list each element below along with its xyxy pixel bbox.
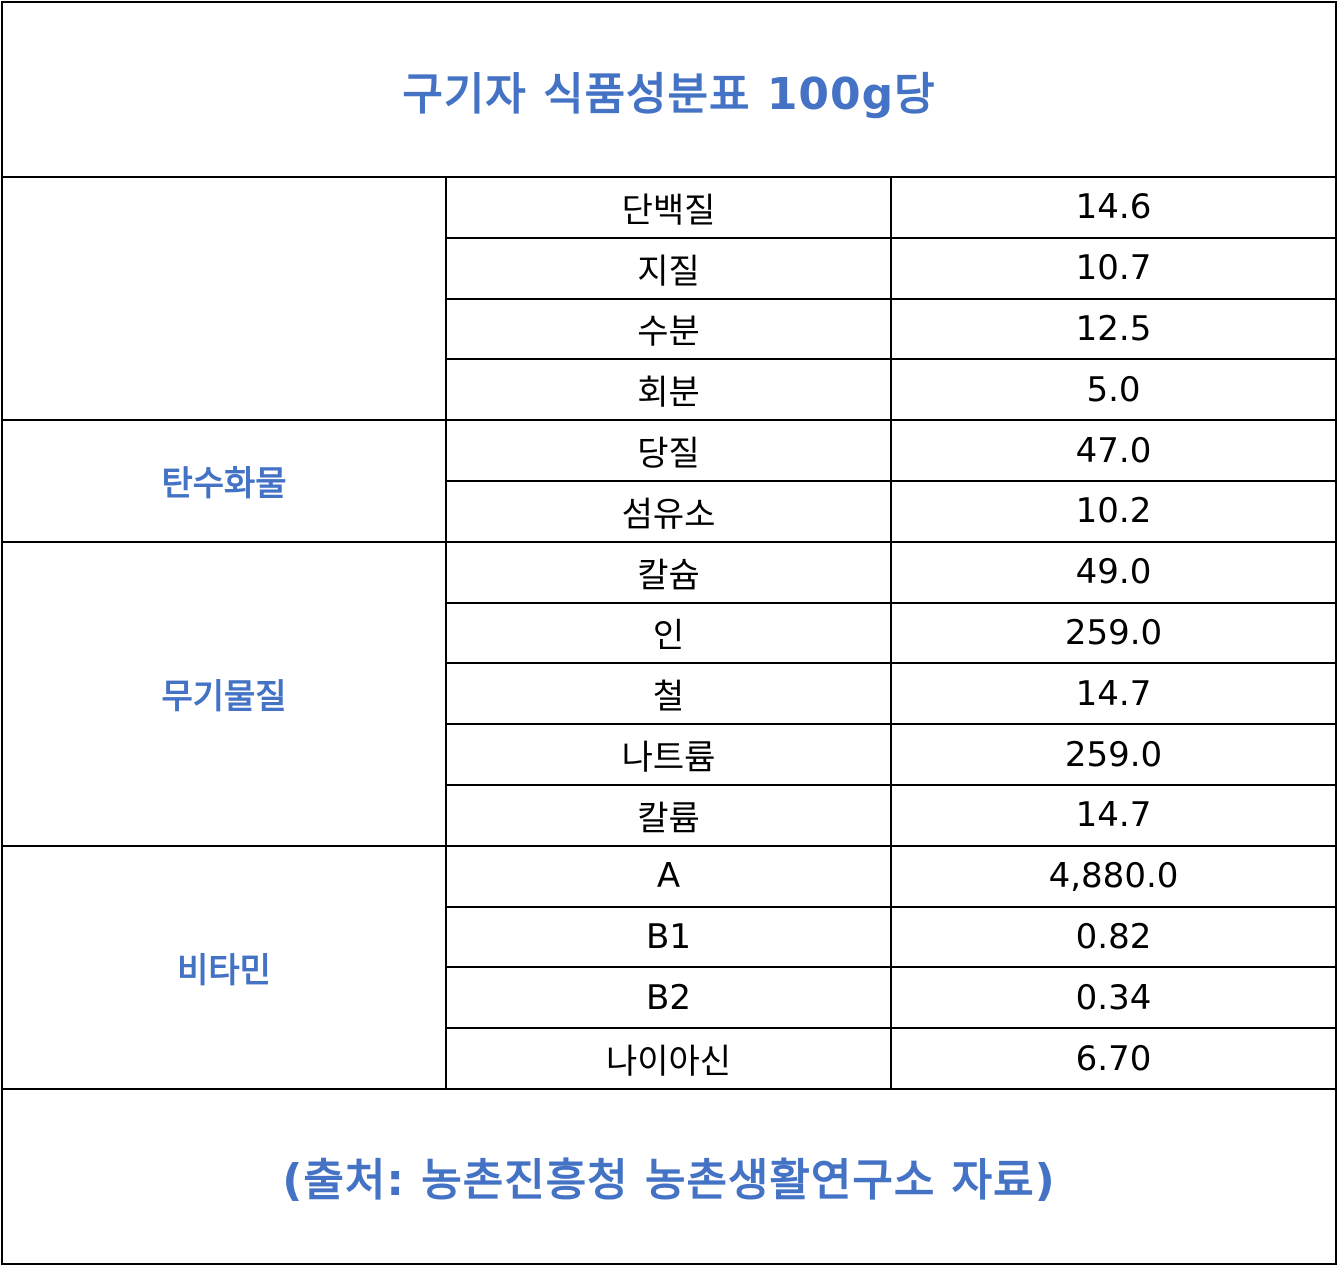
value-cell: 259.0 (890, 601, 1337, 665)
item-cell: 인 (445, 601, 892, 665)
group-label-vitamin: 비타민 (177, 950, 271, 991)
source-row: (출처: 농촌진흥청 농촌생활연구소 자료) (1, 1087, 1337, 1265)
item-label: 나트륨 (621, 738, 716, 779)
value-cell: 14.6 (890, 176, 1337, 239)
item-cell: 칼륨 (445, 783, 892, 847)
item-value: 4,880.0 (1048, 856, 1179, 897)
value-cell: 0.34 (890, 966, 1337, 1030)
item-label: B1 (646, 916, 691, 957)
group-label-mineral: 무기물질 (161, 677, 287, 718)
value-cell: 10.7 (890, 236, 1337, 300)
item-cell: 지질 (445, 236, 892, 300)
group-cell-vitamin: 비타민 (1, 844, 447, 1090)
item-value: 10.2 (1075, 491, 1152, 532)
table-row: 비타민 A 4,880.0 (1, 844, 1337, 1090)
table-row: 무기물질 칼슘 49.0 (1, 540, 1337, 847)
group-cell-general (1, 175, 447, 422)
table-title: 구기자 식품성분표 100g당 (402, 68, 936, 120)
table-row: B2 0.34 (2, 966, 1337, 1030)
value-cell: 5.0 (890, 358, 1337, 422)
item-cell: 나이아신 (445, 1027, 892, 1090)
item-value: 0.82 (1075, 916, 1152, 957)
table-row: 칼륨 14.7 (2, 783, 1337, 847)
table-row: 수분 12.5 (2, 297, 1337, 361)
value-cell: 14.7 (890, 783, 1337, 847)
item-label: 단백질 (621, 190, 716, 231)
item-cell: 철 (445, 662, 892, 726)
table-row: 탄수화물 당질 47.0 (1, 419, 1337, 543)
value-cell: 49.0 (890, 540, 1337, 604)
table-row: 인 259.0 (2, 601, 1337, 665)
value-cell: 14.7 (890, 662, 1337, 726)
group-cell-mineral: 무기물질 (1, 540, 447, 847)
item-label: 칼륨 (637, 798, 700, 839)
item-value: 0.34 (1075, 977, 1152, 1018)
item-value: 14.7 (1075, 673, 1152, 714)
item-cell: 회분 (445, 358, 892, 422)
title-row: 구기자 식품성분표 100g당 (1, 1, 1337, 178)
item-label: 당질 (637, 434, 700, 475)
table-row: 단백질 14.6 (1, 175, 1337, 422)
item-label: 수분 (637, 312, 700, 353)
item-label: 칼슘 (637, 555, 700, 596)
table-row: 지질 10.7 (2, 236, 1337, 300)
value-cell: 12.5 (890, 297, 1337, 361)
value-cell: 47.0 (890, 419, 1337, 482)
item-cell: B2 (445, 966, 892, 1030)
item-value: 49.0 (1075, 552, 1152, 593)
value-cell: 259.0 (890, 723, 1337, 786)
item-value: 259.0 (1064, 734, 1163, 775)
item-label: 나이아신 (605, 1042, 732, 1083)
item-label: 지질 (637, 251, 700, 292)
item-cell: B1 (445, 905, 892, 969)
source-note: (출처: 농촌진흥청 농촌생활연구소 자료) (282, 1155, 1056, 1207)
group-label-carbohydrate: 탄수화물 (161, 464, 287, 505)
item-cell: 칼슘 (445, 540, 892, 604)
item-cell: 섬유소 (445, 479, 892, 543)
item-label: B2 (646, 977, 691, 1018)
value-cell: 6.70 (890, 1027, 1337, 1090)
item-label: A (656, 856, 681, 897)
item-value: 5.0 (1086, 369, 1141, 410)
table-row: 섬유소 10.2 (2, 479, 1337, 543)
table-row: 철 14.7 (2, 662, 1337, 726)
item-cell: 수분 (445, 297, 892, 361)
title-cell: 구기자 식품성분표 100g당 (1, 1, 1337, 178)
item-value: 14.7 (1075, 795, 1152, 836)
item-label: 인 (652, 616, 685, 657)
item-label: 섬유소 (621, 494, 716, 535)
item-label: 회분 (637, 373, 700, 414)
item-value: 12.5 (1075, 308, 1152, 349)
table-row: 회분 5.0 (2, 358, 1337, 422)
item-cell: 단백질 (445, 176, 892, 239)
value-cell: 0.82 (890, 905, 1337, 969)
item-label: 철 (652, 677, 685, 718)
item-value: 10.7 (1075, 248, 1152, 289)
table-row: 나트륨 259.0 (2, 723, 1337, 786)
item-value: 6.70 (1075, 1038, 1152, 1079)
value-cell: 4,880.0 (890, 844, 1337, 908)
item-cell: 나트륨 (445, 723, 892, 786)
group-cell-carbohydrate: 탄수화물 (1, 419, 447, 543)
source-cell: (출처: 농촌진흥청 농촌생활연구소 자료) (1, 1087, 1337, 1265)
item-cell: 당질 (445, 419, 892, 482)
value-cell: 10.2 (890, 479, 1337, 543)
item-value: 14.6 (1075, 187, 1152, 228)
item-cell: A (445, 844, 892, 908)
item-value: 47.0 (1075, 430, 1152, 471)
table-row: B1 0.82 (2, 905, 1337, 969)
item-value: 259.0 (1064, 612, 1163, 653)
table-row: 나이아신 6.70 (2, 1027, 1337, 1090)
